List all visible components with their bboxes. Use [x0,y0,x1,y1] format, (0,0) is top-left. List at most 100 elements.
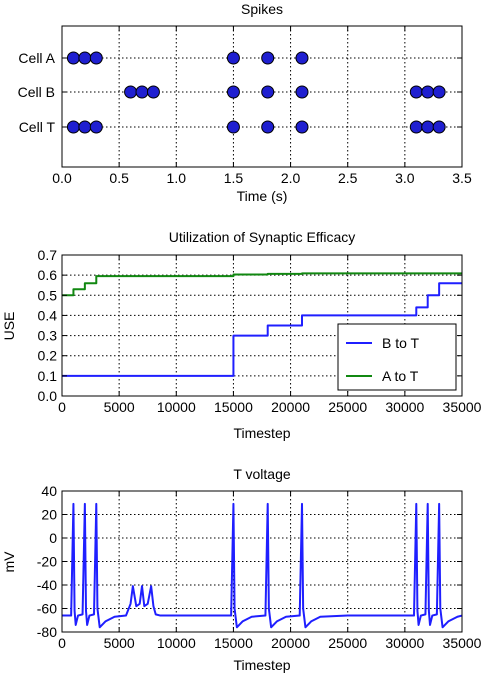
use-y-tick-label: 0.4 [38,307,58,323]
spike-marker-cell-b [295,85,309,99]
spike-marker-cell-t [78,120,92,134]
voltage-x-tick-label: 35000 [443,635,482,651]
spikes-x-tick-label: 1.0 [167,170,187,186]
use-x-tick-label: 5000 [104,399,135,415]
use-y-axis-label: USE [1,312,17,341]
use-y-tick-label: 0.6 [38,267,58,283]
use-y-tick-label: 0.7 [38,247,58,263]
spike-marker-cell-t [295,120,309,134]
use-legend: B to T A to T [337,323,457,391]
spike-marker-cell-b [135,85,149,99]
spikes-title: Spikes [241,1,283,17]
voltage-x-tick-labels: 0 5000 10000 15000 20000 25000 30000 35000 [58,635,482,651]
use-plot-frame [61,254,463,397]
spike-marker-cell-t [226,120,240,134]
use-y-tick-label: 0.0 [38,388,58,404]
spike-marker-cell-a [89,51,103,65]
voltage-y-axis-label: mV [1,551,17,573]
spikes-x-tick-label: 0.0 [52,170,72,186]
spikes-x-tick-label: 1.5 [224,170,244,186]
voltage-x-tick-label: 30000 [385,635,424,651]
use-chart: Utilization of Synaptic Efficacy 0.00.10… [1,229,482,441]
voltage-y-tick-labels: -80 -60 -40 -20 0 20 40 [37,483,57,640]
spike-marker-cell-b [124,85,138,99]
spike-marker-cell-t [261,120,275,134]
spikes-x-tick-label: 2.0 [281,170,301,186]
spikes-x-tick-label: 0.5 [109,170,129,186]
use-x-tick-label: 35000 [443,399,482,415]
spike-marker-cell-t [432,120,446,134]
use-x-tick-label: 10000 [157,399,196,415]
spike-marker-cell-a [66,51,80,65]
spikes-chart: Spikes Cell A Cell B Cell T 0.0 0.5 1.0 1.5… [18,1,472,204]
voltage-x-tick-label: 10000 [157,635,196,651]
spike-marker-cell-b [146,85,160,99]
voltage-y-tick-label: 0 [49,530,57,546]
use-x-axis-label: Timestep [233,425,290,441]
use-x-tick-label: 30000 [385,399,424,415]
use-x-tick-label: 15000 [214,399,253,415]
voltage-chart: T voltage -80 -60 -40 -20 0 20 40 0 5000 10000 15… [1,466,482,673]
voltage-y-tick-label: 20 [41,507,57,523]
voltage-grid [62,491,462,632]
use-y-tick-labels: 0.0 0.1 0.2 0.3 0.4 0.5 0.6 0.7 [38,247,58,404]
spike-marker-cell-a [226,51,240,65]
use-x-tick-label: 20000 [271,399,310,415]
spike-marker-cell-b [409,85,423,99]
use-legend-box [337,323,457,391]
use-x-tick-label: 25000 [328,399,367,415]
spike-marker-cell-t [66,120,80,134]
use-legend-label-a-to-t: A to T [382,368,419,384]
spike-marker-cell-b [421,85,435,99]
spikes-x-tick-labels: 0.0 0.5 1.0 1.5 2.0 2.5 3.0 3.5 [52,170,472,186]
use-y-tick-label: 0.5 [38,287,58,303]
voltage-x-tick-label: 15000 [214,635,253,651]
voltage-x-tick-label: 0 [58,635,66,651]
spike-marker-cell-t [421,120,435,134]
spikes-row-label-cell-b: Cell B [18,84,55,100]
voltage-y-tick-label: -20 [37,554,57,570]
spike-marker-cell-b [261,85,275,99]
use-line-b-to-t [62,282,462,377]
voltage-x-tick-label: 25000 [328,635,367,651]
voltage-axis-ticks [61,490,463,633]
spikes-row-label-cell-a: Cell A [18,50,55,66]
spike-marker-cell-b [432,85,446,99]
voltage-y-tick-label: -80 [37,624,57,640]
voltage-x-tick-label: 5000 [104,635,135,651]
voltage-x-axis-label: Timestep [233,657,290,673]
voltage-y-tick-label: -40 [37,577,57,593]
spikes-x-tick-label: 2.5 [338,170,358,186]
spike-marker-cell-t [409,120,423,134]
spikes-x-axis-label: Time (s) [237,188,288,204]
use-x-tick-labels: 0 5000 10000 15000 20000 25000 30000 35000 [58,399,482,415]
spikes-x-tick-label: 3.5 [452,170,472,186]
voltage-title: T voltage [233,466,291,482]
use-x-tick-label: 0 [58,399,66,415]
use-y-tick-label: 0.1 [38,368,58,384]
use-line-a-to-t [62,272,462,297]
use-legend-label-b-to-t: B to T [382,335,420,351]
use-axis-ticks [61,254,463,397]
spikes-row-label-cell-t: Cell T [19,119,56,135]
spikes-markers [66,51,446,134]
voltage-series-lines [62,502,463,629]
voltage-y-tick-label: 40 [41,483,57,499]
use-series-lines [62,272,462,377]
spikes-x-tick-label: 3.0 [395,170,415,186]
spike-marker-cell-t [89,120,103,134]
use-y-tick-label: 0.3 [38,328,58,344]
spikes-axis-ticks [61,26,463,167]
spike-marker-cell-a [295,51,309,65]
spike-marker-cell-b [226,85,240,99]
voltage-y-tick-label: -60 [37,601,57,617]
spike-marker-cell-a [78,51,92,65]
spikes-plot-frame [61,25,463,168]
voltage-line-series-0 [62,502,463,629]
voltage-x-tick-label: 20000 [271,635,310,651]
use-y-tick-label: 0.2 [38,348,58,364]
spikes-grid [62,26,462,167]
spike-marker-cell-a [261,51,275,65]
use-title: Utilization of Synaptic Efficacy [169,229,356,245]
